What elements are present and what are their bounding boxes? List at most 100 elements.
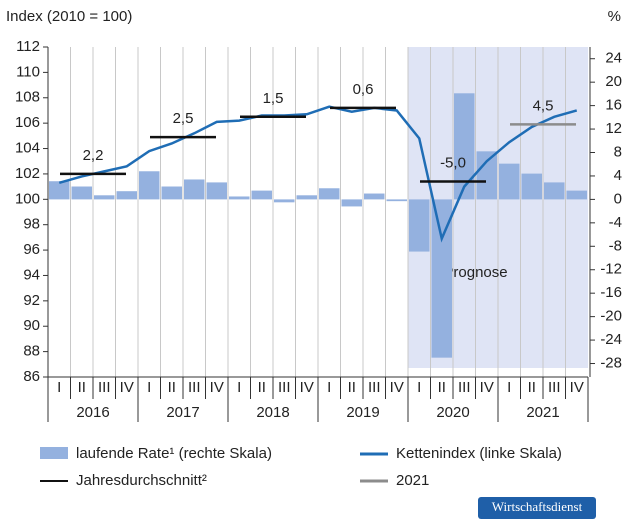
y-tick-label: 112 (16, 38, 40, 55)
legend-swatch (40, 447, 68, 459)
x-tick-label: III (458, 379, 471, 396)
y-tick-label: 108 (15, 89, 40, 106)
y2-tick-label: -24 (600, 331, 622, 348)
y2-tick-label: 4 (614, 167, 622, 184)
bar (161, 186, 182, 200)
y-tick-label: 110 (16, 63, 40, 80)
year-label: 2016 (76, 404, 109, 421)
bar (116, 191, 137, 200)
y-tick-label: 98 (23, 216, 40, 233)
bar (296, 195, 317, 200)
y-tick-label: 104 (15, 140, 40, 157)
y-axis-title: Index (2010 = 100) (6, 8, 132, 25)
annual-growth-label: 0,6 (353, 81, 374, 98)
y-tick-label: 100 (15, 190, 40, 207)
y-tick-label: 94 (23, 266, 40, 283)
legend-label: Jahresdurchschnitt² (76, 472, 207, 489)
bar (476, 151, 497, 200)
x-tick-label: I (237, 379, 241, 396)
y2-tick-label: -8 (609, 237, 622, 254)
bar (184, 179, 205, 200)
x-tick-label: I (147, 379, 151, 396)
y2-tick-label: 8 (614, 143, 622, 160)
y-tick-label: 102 (15, 165, 40, 182)
x-tick-label: II (438, 379, 446, 396)
x-tick-label: IV (300, 379, 314, 396)
x-tick-label: I (57, 379, 61, 396)
y2-tick-label: 16 (605, 97, 622, 114)
bar (454, 93, 475, 200)
x-tick-label: I (507, 379, 511, 396)
y2-tick-label: -4 (609, 214, 622, 231)
index-line (58, 105, 578, 243)
annual-growth-label: 4,5 (533, 97, 554, 114)
x-tick-label: I (417, 379, 421, 396)
y2-tick-label: -16 (600, 284, 622, 301)
bar (386, 199, 407, 202)
bar (544, 182, 565, 200)
y-tick-label: 90 (23, 317, 40, 334)
y-tick-label: 86 (23, 368, 40, 385)
y-tick-label: 88 (23, 343, 40, 360)
y2-tick-label: -28 (600, 354, 622, 371)
source-label: Wirtschaftsdienst (492, 499, 583, 514)
year-label: 2019 (346, 404, 379, 421)
x-tick-label: III (548, 379, 561, 396)
bar (71, 186, 92, 200)
bar (409, 199, 430, 252)
annual-growth-label: 2,5 (173, 110, 194, 127)
x-tick-label: IV (570, 379, 584, 396)
x-tick-label: III (278, 379, 291, 396)
x-tick-label: II (528, 379, 536, 396)
legend-label: Kettenindex (linke Skala) (396, 445, 562, 462)
bar (94, 195, 115, 200)
x-tick-label: III (98, 379, 111, 396)
bar (521, 173, 542, 200)
source-badge (478, 497, 596, 519)
legend-label: laufende Rate¹ (rechte Skala) (76, 445, 272, 462)
annual-growth-label: 2,2 (83, 147, 104, 164)
y2-tick-label: 0 (614, 190, 622, 207)
y2-tick-label: 12 (605, 120, 622, 137)
x-tick-label: II (348, 379, 356, 396)
year-label: 2017 (166, 404, 199, 421)
year-label: 2021 (526, 404, 559, 421)
y2-tick-label: -12 (600, 261, 622, 278)
bar (566, 190, 587, 200)
year-label: 2018 (256, 404, 289, 421)
bar (364, 193, 385, 200)
bar (274, 199, 295, 203)
y2-tick-label: -20 (600, 308, 622, 325)
x-tick-label: II (258, 379, 266, 396)
bar (431, 199, 452, 358)
bar (341, 199, 362, 207)
y2-axis-title: % (608, 8, 621, 25)
x-tick-label: III (188, 379, 201, 396)
annual-growth-label: 1,5 (263, 90, 284, 107)
x-tick-label: I (327, 379, 331, 396)
x-tick-label: IV (390, 379, 404, 396)
y-tick-label: 106 (15, 114, 40, 131)
legend-label: 2021 (396, 472, 429, 489)
bar (206, 182, 227, 200)
annual-growth-label: -5,0 (440, 155, 466, 172)
y2-tick-label: 24 (605, 50, 622, 67)
x-tick-label: IV (120, 379, 134, 396)
x-tick-label: IV (480, 379, 494, 396)
year-label: 2020 (436, 404, 469, 421)
y-tick-label: 92 (23, 292, 40, 309)
x-tick-label: II (78, 379, 86, 396)
bar (499, 163, 520, 200)
x-tick-label: II (168, 379, 176, 396)
forecast-label: Prognose (443, 264, 507, 281)
bar (251, 190, 272, 200)
bar (49, 181, 70, 200)
bar (229, 196, 250, 200)
y-tick-label: 96 (23, 241, 40, 258)
x-tick-label: III (368, 379, 381, 396)
bar (139, 171, 160, 200)
bar (319, 188, 340, 200)
y2-tick-label: 20 (605, 73, 622, 90)
x-tick-label: IV (210, 379, 224, 396)
